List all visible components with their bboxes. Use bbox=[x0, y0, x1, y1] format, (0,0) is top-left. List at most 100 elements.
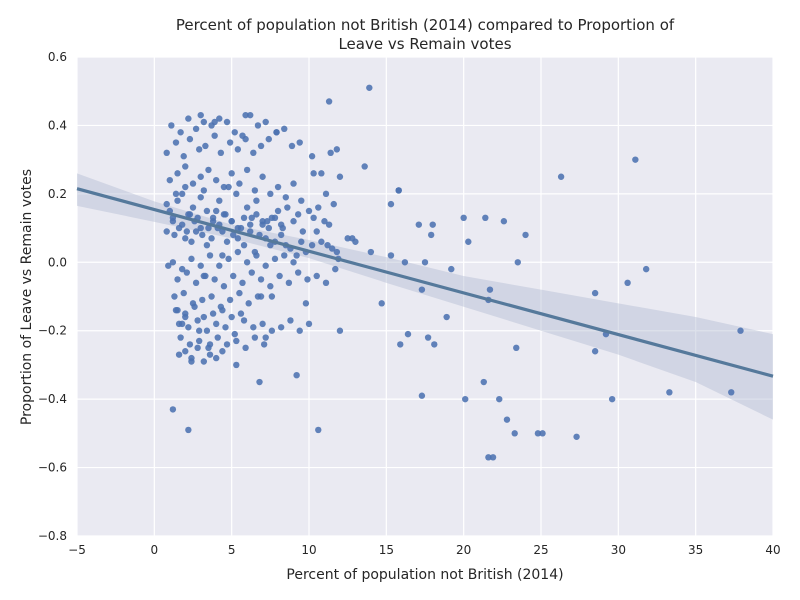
y-tick-label: 0.6 bbox=[48, 50, 67, 64]
data-point bbox=[259, 320, 266, 328]
data-point bbox=[183, 269, 191, 276]
data-point bbox=[172, 139, 180, 146]
data-point bbox=[290, 218, 297, 225]
data-point bbox=[344, 235, 351, 242]
data-point bbox=[294, 211, 302, 218]
data-point bbox=[195, 327, 203, 334]
data-point bbox=[242, 111, 249, 119]
data-point bbox=[573, 433, 580, 440]
data-point bbox=[247, 111, 254, 119]
data-point bbox=[225, 255, 232, 263]
y-axis-label: Proportion of Leave vs Remain votes bbox=[19, 169, 35, 425]
data-point bbox=[185, 426, 192, 434]
data-point bbox=[268, 293, 276, 300]
data-point bbox=[200, 272, 208, 280]
data-point bbox=[325, 98, 333, 105]
data-point bbox=[195, 146, 203, 153]
data-point bbox=[186, 341, 194, 348]
data-point bbox=[404, 330, 412, 338]
data-point bbox=[177, 129, 184, 136]
data-point bbox=[182, 313, 189, 321]
data-point bbox=[177, 334, 184, 341]
data-point bbox=[418, 392, 426, 399]
data-point bbox=[277, 324, 285, 331]
data-point bbox=[216, 115, 223, 122]
data-point bbox=[219, 252, 226, 259]
data-point bbox=[200, 118, 208, 126]
data-point bbox=[203, 241, 211, 249]
data-point bbox=[192, 279, 200, 287]
data-point bbox=[182, 183, 189, 191]
data-point bbox=[250, 324, 257, 331]
data-point bbox=[513, 344, 520, 352]
data-point bbox=[333, 248, 341, 256]
data-point bbox=[253, 211, 260, 218]
data-point bbox=[175, 351, 183, 358]
data-point bbox=[321, 218, 328, 225]
data-point bbox=[194, 344, 201, 352]
data-point bbox=[216, 262, 223, 269]
data-point bbox=[200, 358, 208, 365]
x-tick-label: 5 bbox=[228, 543, 236, 557]
data-point bbox=[285, 279, 293, 287]
data-point bbox=[222, 324, 229, 331]
data-point bbox=[262, 262, 269, 269]
data-point bbox=[591, 289, 599, 297]
plot-area bbox=[77, 57, 773, 536]
data-point bbox=[485, 454, 492, 461]
data-point bbox=[257, 276, 265, 283]
data-point bbox=[169, 259, 177, 266]
data-point bbox=[166, 176, 173, 184]
data-point bbox=[195, 337, 203, 345]
data-point bbox=[234, 224, 242, 232]
data-point bbox=[197, 224, 204, 232]
data-point bbox=[642, 265, 650, 273]
chart-title-line-1: Percent of population not British (2014)… bbox=[176, 16, 675, 34]
y-tick-label: 0.2 bbox=[48, 187, 67, 201]
data-point bbox=[192, 228, 200, 235]
x-tick-label: 30 bbox=[611, 543, 626, 557]
data-point bbox=[418, 286, 426, 293]
x-tick-label: 15 bbox=[379, 543, 394, 557]
data-point bbox=[213, 320, 220, 328]
regression-line-path bbox=[76, 187, 774, 378]
data-point bbox=[197, 111, 204, 119]
data-point bbox=[277, 221, 285, 228]
data-point bbox=[268, 327, 276, 334]
data-point bbox=[178, 320, 186, 328]
data-point bbox=[361, 163, 368, 170]
data-point bbox=[294, 269, 302, 276]
data-point bbox=[310, 214, 317, 222]
x-tick-label: 40 bbox=[765, 543, 780, 557]
data-point bbox=[514, 259, 521, 266]
data-point bbox=[728, 389, 735, 396]
data-point bbox=[192, 125, 200, 133]
x-axis-label: Percent of population not British (2014) bbox=[286, 567, 563, 583]
data-point bbox=[302, 300, 310, 307]
data-point bbox=[234, 248, 242, 256]
data-point bbox=[318, 238, 325, 245]
data-point bbox=[236, 180, 243, 187]
data-point bbox=[336, 327, 344, 334]
data-point bbox=[259, 218, 266, 225]
data-point bbox=[236, 289, 243, 297]
data-point bbox=[480, 378, 487, 386]
x-tick-label: 10 bbox=[301, 543, 316, 557]
data-point bbox=[460, 214, 467, 222]
data-point bbox=[251, 334, 259, 341]
data-point bbox=[219, 306, 226, 314]
data-point bbox=[503, 416, 511, 423]
data-point bbox=[174, 276, 181, 283]
data-point bbox=[233, 361, 240, 369]
data-point bbox=[322, 190, 330, 198]
data-point bbox=[197, 194, 204, 201]
data-point bbox=[251, 187, 259, 194]
data-point bbox=[243, 259, 251, 266]
data-point bbox=[239, 279, 246, 287]
data-point bbox=[247, 221, 254, 228]
data-point bbox=[465, 238, 472, 245]
data-point bbox=[243, 166, 251, 174]
data-point bbox=[267, 283, 274, 290]
data-point bbox=[448, 265, 455, 273]
data-point bbox=[211, 276, 218, 283]
